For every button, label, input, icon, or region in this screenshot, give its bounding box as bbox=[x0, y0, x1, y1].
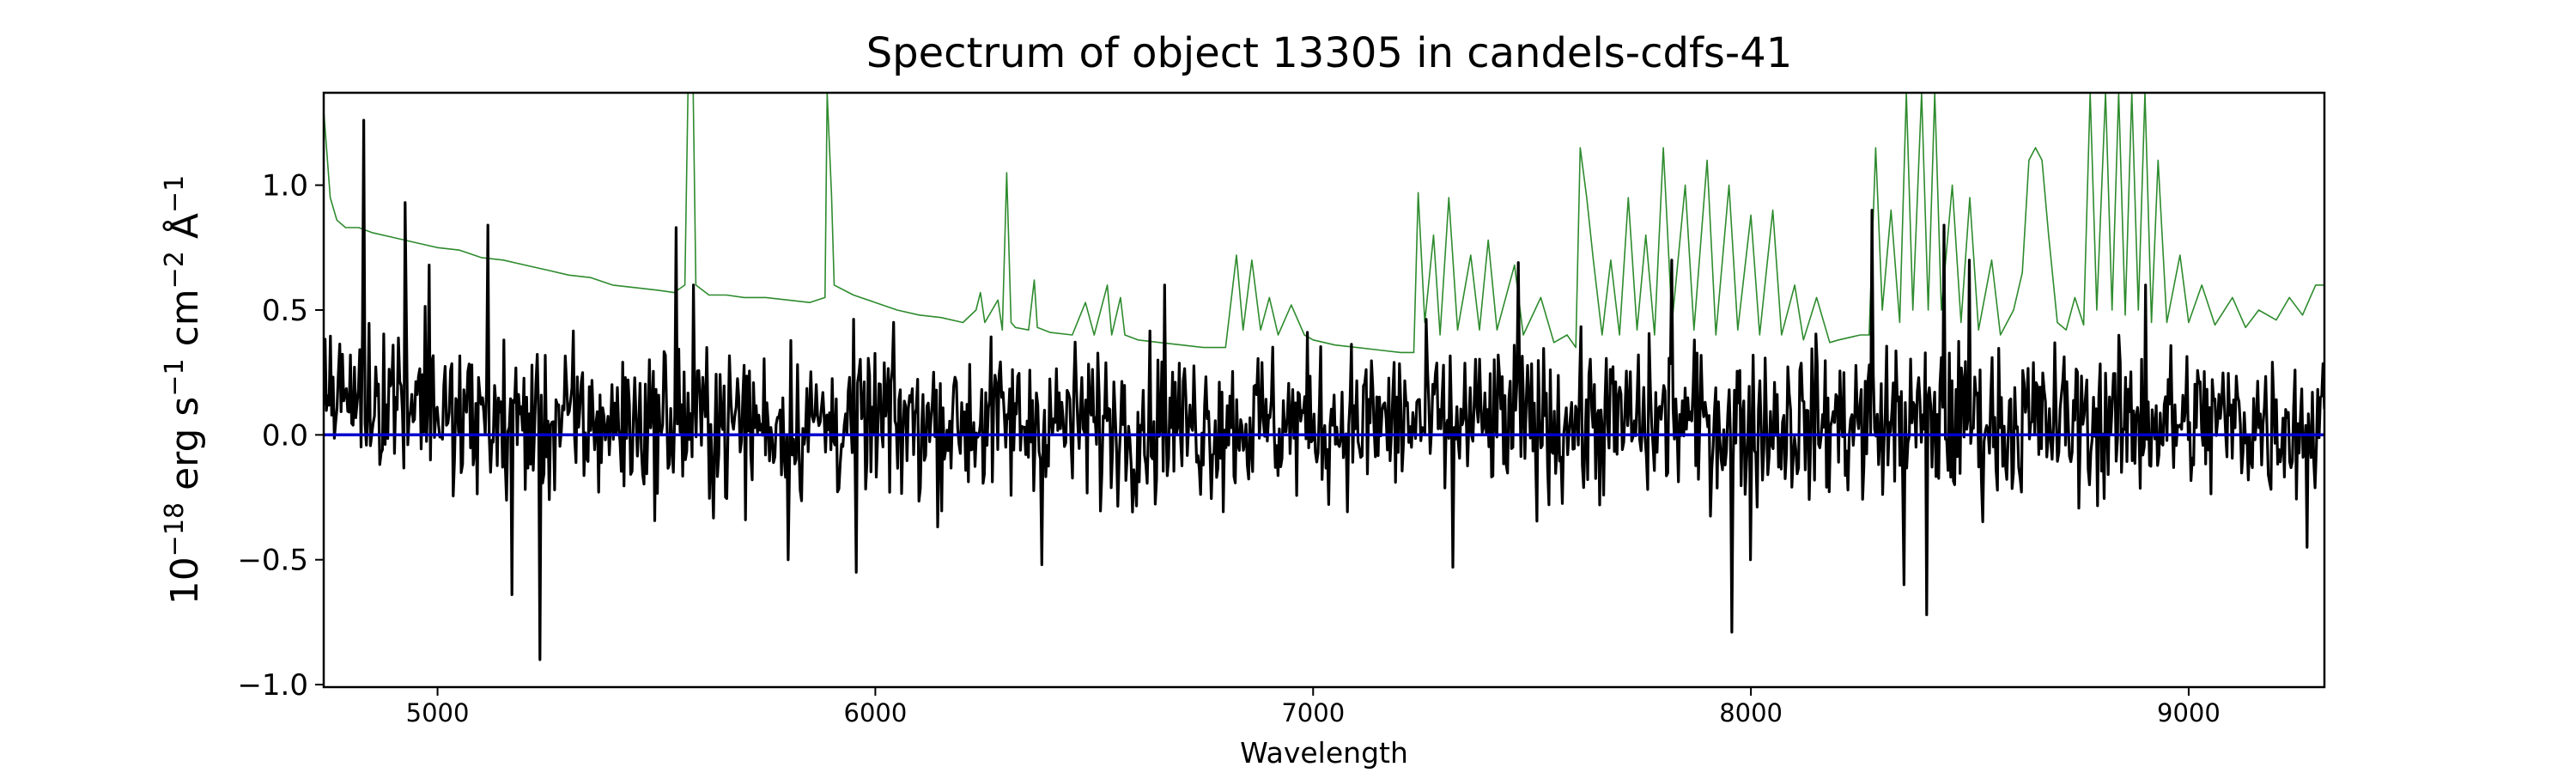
y-tick-label: −1.0 bbox=[237, 668, 308, 703]
y-axis-label: 10−18 erg s−1 cm−2 Å−1 bbox=[160, 175, 208, 605]
x-tick-label: 9000 bbox=[2157, 698, 2221, 727]
x-tick-label: 5000 bbox=[406, 698, 470, 727]
y-tick-label: 1.0 bbox=[262, 169, 308, 204]
y-label-part-4: cm bbox=[163, 289, 207, 358]
y-label-part-3: −1 bbox=[160, 358, 190, 396]
y-label-part-6: Å bbox=[161, 213, 207, 251]
plot-frame bbox=[322, 91, 2326, 689]
y-label-part-7: −1 bbox=[160, 175, 190, 213]
x-tick-label: 6000 bbox=[844, 698, 908, 727]
y-label-part-0: 10 bbox=[163, 557, 207, 605]
y-tick-label: −0.5 bbox=[237, 544, 308, 578]
x-axis-label: Wavelength bbox=[1240, 736, 1408, 770]
y-label-part-2: erg s bbox=[163, 397, 207, 502]
y-label-part-5: −2 bbox=[160, 251, 190, 289]
flux-spectrum-line bbox=[324, 119, 2324, 661]
y-axis: −1.0 −0.5 0.0 0.5 1.0 bbox=[237, 169, 324, 703]
y-tick-label: 0.5 bbox=[262, 294, 308, 328]
x-tick-label: 8000 bbox=[1719, 698, 1783, 727]
x-axis: 5000 6000 7000 8000 9000 bbox=[406, 687, 2221, 727]
chart-title: Spectrum of object 13305 in candels-cdfs… bbox=[866, 29, 1793, 77]
error-spectrum-line bbox=[324, 93, 2324, 354]
x-tick-label: 7000 bbox=[1281, 698, 1345, 727]
y-label-part-1: −18 bbox=[160, 502, 190, 557]
y-tick-label: 0.0 bbox=[262, 418, 308, 453]
